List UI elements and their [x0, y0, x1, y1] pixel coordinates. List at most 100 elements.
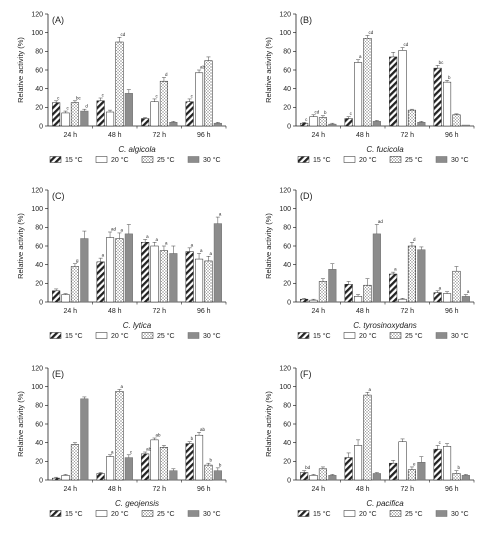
bar — [318, 281, 327, 303]
significance-label: g — [76, 258, 79, 263]
y-tick-label: 120 — [279, 187, 291, 194]
bar — [443, 81, 452, 127]
significance-label: b — [448, 75, 451, 80]
bar — [124, 233, 133, 303]
bar — [398, 441, 407, 481]
bar — [407, 109, 416, 127]
significance-label: e — [413, 461, 416, 466]
legend-label: 25 °C — [405, 156, 423, 164]
y-axis-title: Relative activity (%) — [16, 391, 25, 457]
significance-label: c — [57, 95, 60, 100]
y-axis-title: Relative activity (%) — [16, 37, 25, 103]
bar — [398, 50, 407, 127]
legend-label: 25 °C — [157, 332, 175, 340]
significance-label: a — [120, 384, 123, 389]
x-tick-label: 24 h — [311, 308, 325, 315]
x-tick-label: 96 h — [197, 486, 211, 493]
legend: 15 °C 20 °C 25 °C 30 °C — [49, 156, 221, 164]
bar — [433, 448, 442, 481]
legend-label: 20 °C — [111, 156, 129, 164]
significance-label: cd — [368, 30, 373, 35]
bar — [61, 294, 70, 303]
bar — [96, 261, 105, 303]
x-tick-label: 24 h — [63, 308, 77, 315]
bar — [443, 293, 452, 303]
bar — [52, 290, 61, 303]
bar — [61, 475, 70, 481]
y-tick-label: 0 — [287, 123, 291, 130]
bar — [389, 462, 398, 481]
x-tick-label: 48 h — [356, 486, 370, 493]
bar — [115, 391, 124, 481]
bar — [124, 457, 133, 481]
y-tick-label: 20 — [283, 105, 291, 112]
panel-letter: (B) — [300, 15, 312, 25]
significance-label: a — [156, 237, 159, 242]
bar — [96, 473, 105, 481]
bar — [70, 444, 80, 481]
bar — [204, 260, 213, 303]
legend-label: 30 °C — [203, 332, 221, 340]
x-tick-label: 72 h — [152, 486, 166, 493]
x-tick-label: 48 h — [108, 308, 122, 315]
chart-panel-b: 0 20 40 60 80 100 120 Relative activity (%) (B) c… — [264, 11, 475, 164]
significance-label: b — [219, 462, 222, 467]
y-tick-label: 0 — [39, 123, 43, 130]
bar — [452, 114, 461, 127]
legend-swatch — [141, 332, 154, 339]
significance-label: a — [102, 253, 105, 258]
x-tick-label: 48 h — [356, 308, 370, 315]
significance-label: a — [368, 387, 371, 392]
y-tick-label: 40 — [283, 440, 291, 447]
legend: 15 °C 20 °C 25 °C 30 °C — [49, 332, 221, 340]
y-tick-label: 0 — [287, 477, 291, 484]
legend-swatch — [389, 156, 402, 163]
x-tick-label: 96 h — [197, 308, 211, 315]
bar — [300, 122, 309, 127]
chart-title: C. tyrosinoxydans — [353, 321, 417, 330]
bar — [433, 292, 442, 303]
legend-label: 15 °C — [65, 510, 83, 518]
bar — [309, 116, 318, 127]
bar — [328, 123, 337, 127]
y-axis-title: Relative activity (%) — [16, 213, 25, 279]
y-tick-label: 100 — [279, 206, 291, 213]
y-tick-label: 100 — [31, 206, 43, 213]
y-tick-label: 20 — [35, 281, 43, 288]
legend-swatch — [389, 510, 402, 517]
y-tick-label: 80 — [35, 403, 43, 410]
bar — [461, 475, 470, 481]
significance-label: cd — [120, 32, 125, 37]
y-tick-label: 60 — [35, 421, 43, 428]
legend-label: 20 °C — [111, 510, 129, 518]
bar — [61, 112, 70, 127]
bar — [70, 266, 80, 303]
bar — [213, 223, 222, 303]
x-tick-label: 48 h — [108, 132, 122, 139]
x-tick-label: 48 h — [356, 132, 370, 139]
significance-label: ab — [200, 427, 206, 432]
legend: 15 °C 20 °C 25 °C 30 °C — [297, 332, 469, 340]
bar — [213, 122, 222, 127]
significance-label: ab — [156, 433, 162, 438]
legend-swatch — [95, 332, 108, 339]
bar — [452, 270, 461, 303]
y-axis-title: Relative activity (%) — [264, 391, 273, 457]
bar — [213, 470, 222, 481]
significance-label: d — [165, 72, 168, 77]
x-tick-label: 96 h — [445, 132, 459, 139]
chart-panel-f: 0 20 40 60 80 100 120 Relative activity (%) (F) b… — [264, 365, 475, 518]
legend-swatch — [389, 332, 402, 339]
chart-panel-d: 0 20 40 60 80 100 120 Relative activity (%) (D) 2… — [264, 187, 475, 340]
legend-label: 25 °C — [405, 332, 423, 340]
legend-swatch — [95, 156, 108, 163]
bar — [363, 394, 372, 481]
y-tick-label: 120 — [279, 365, 291, 372]
bar — [96, 100, 105, 127]
y-tick-label: 60 — [283, 243, 291, 250]
significance-label: a — [209, 251, 212, 256]
legend-label: 30 °C — [203, 510, 221, 518]
x-tick-label: 72 h — [152, 132, 166, 139]
bar — [150, 245, 159, 303]
y-tick-label: 0 — [39, 477, 43, 484]
